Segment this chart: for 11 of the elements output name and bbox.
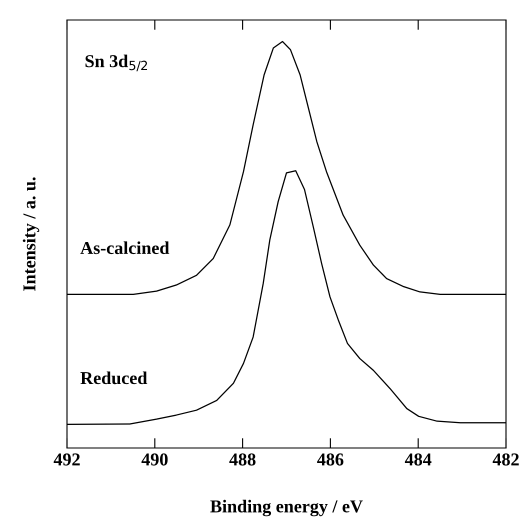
series-label: Reduced [80, 371, 148, 384]
x-tick-label: 488 [229, 453, 256, 466]
annotation: Sn 3d$_{5/2}$ [86, 54, 148, 72]
x-axis-title: Binding energy / eV [210, 500, 363, 516]
series-label: As-calcined [80, 241, 170, 254]
x-tick-label: 490 [142, 453, 168, 466]
y-axis-title: Intensity / a. u. [22, 177, 40, 291]
x-tick-label: 482 [492, 453, 519, 466]
x-tick-label: 486 [317, 453, 344, 466]
x-tick-label: 484 [404, 453, 432, 466]
x-tick-label: 492 [54, 453, 80, 466]
